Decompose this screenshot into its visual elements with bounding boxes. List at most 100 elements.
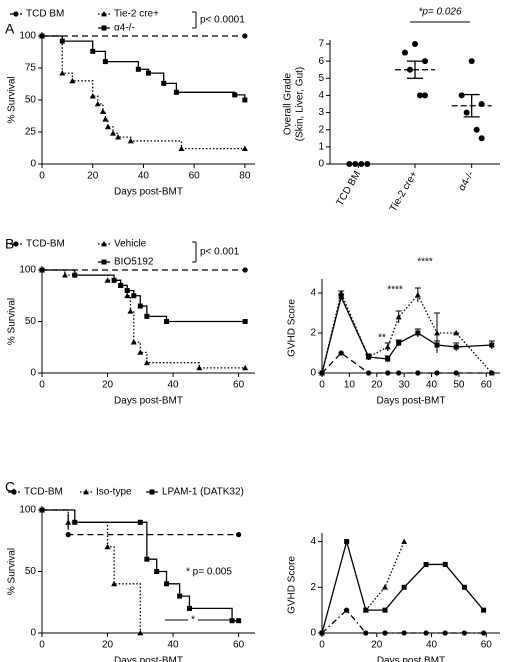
series-line	[42, 269, 246, 369]
legend-label: Tie-2 cre+	[114, 9, 159, 20]
y-tick-label: 1	[318, 141, 324, 152]
marker	[101, 25, 107, 31]
marker	[229, 618, 235, 624]
annotation: p< 0.0001	[200, 15, 245, 26]
marker	[453, 370, 459, 376]
marker	[39, 33, 45, 39]
y-axis-label: (Skin, Liver, Gut)	[295, 67, 306, 141]
marker	[69, 77, 76, 84]
x-tick-label: 20	[102, 380, 114, 391]
marker	[461, 630, 467, 636]
x-tick-label: 60	[233, 380, 245, 391]
y-tick-label: 50	[25, 95, 37, 106]
marker	[344, 539, 350, 545]
x-axis-label: Days post-BMT	[114, 396, 183, 407]
x-tick-label: 10	[344, 380, 356, 391]
y-tick-label: 3	[318, 107, 324, 118]
x-tick-label: 0	[39, 640, 45, 651]
marker	[124, 288, 130, 294]
marker	[110, 130, 116, 136]
marker	[415, 370, 421, 376]
x-tick-label: 0	[39, 380, 45, 391]
marker	[489, 342, 495, 348]
x-tick-label: 0	[39, 171, 45, 182]
marker	[401, 584, 407, 590]
marker	[365, 370, 372, 376]
marker	[164, 319, 170, 324]
annotation: ****	[417, 257, 433, 268]
marker	[59, 38, 65, 44]
marker	[481, 607, 487, 613]
annotation: ****	[387, 285, 403, 296]
marker	[319, 630, 325, 636]
x-tick-label: 50	[453, 380, 465, 391]
marker	[196, 364, 203, 371]
marker	[319, 370, 325, 376]
marker	[115, 134, 122, 140]
point	[402, 49, 408, 56]
y-tick-label: 25	[25, 127, 37, 138]
marker	[461, 584, 467, 590]
marker	[423, 630, 429, 636]
y-tick-label: 75	[25, 63, 37, 74]
marker	[83, 489, 89, 495]
y-axis-label: Overall Grade	[283, 72, 294, 135]
y-tick-label: 50	[25, 566, 37, 577]
x-tick-label: Tie-2 cre+	[388, 169, 420, 214]
x-tick-label: 20	[87, 171, 99, 182]
marker	[415, 330, 421, 336]
annotation: p< 0.001	[200, 247, 240, 258]
point	[422, 58, 428, 65]
series-line	[42, 269, 246, 323]
x-tick-label: 20	[371, 640, 383, 651]
x-tick-label: 60	[189, 171, 201, 182]
marker	[104, 123, 111, 130]
marker	[102, 116, 109, 122]
marker	[102, 59, 108, 65]
legend-label: α4-/-	[114, 23, 135, 34]
marker	[94, 100, 101, 107]
marker	[442, 561, 448, 567]
point	[358, 161, 365, 167]
x-tick-label: 40	[426, 640, 438, 651]
marker	[232, 92, 238, 98]
marker	[453, 330, 460, 336]
x-axis-label: Days post-BMT	[114, 187, 183, 198]
y-axis-label: % Survival	[7, 76, 18, 123]
marker	[177, 593, 183, 599]
marker	[434, 370, 440, 376]
x-tick-label: 60	[481, 380, 493, 391]
annotation: * p= 0.005	[186, 567, 232, 578]
x-tick-label: 60	[233, 640, 245, 651]
point	[468, 58, 475, 65]
marker	[423, 561, 429, 567]
annotation: *p= 0.026	[418, 7, 462, 18]
marker	[61, 272, 68, 278]
point	[417, 92, 423, 99]
marker	[434, 342, 440, 348]
series-line	[321, 352, 492, 374]
series-line	[42, 509, 141, 633]
marker	[13, 241, 19, 247]
marker	[149, 489, 155, 495]
x-tick-label: 80	[239, 171, 251, 182]
marker	[135, 66, 141, 72]
x-tick-label: 20	[102, 640, 114, 651]
point	[352, 161, 359, 167]
y-tick-label: 100	[19, 31, 36, 42]
x-axis-label: Days post-BMT	[377, 396, 446, 407]
point	[463, 109, 470, 116]
marker	[11, 489, 17, 495]
y-tick-label: 6	[318, 56, 324, 67]
marker	[480, 630, 487, 636]
legend-label: TCD BM	[26, 9, 64, 20]
y-axis-label: % Survival	[7, 548, 18, 595]
y-axis-label: GVHD Score	[287, 556, 298, 614]
panel-label: B	[5, 236, 14, 252]
marker	[382, 607, 388, 613]
y-tick-label: 2	[310, 328, 316, 339]
series-line	[365, 541, 405, 611]
marker	[89, 93, 96, 99]
legend-label: LPAM-1 (DATK32)	[162, 487, 244, 498]
